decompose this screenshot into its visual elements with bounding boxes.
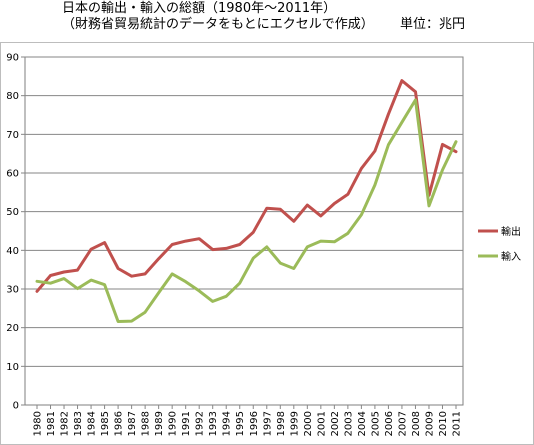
x-tick-label: 2003 (343, 411, 354, 436)
x-tick-label: 2004 (357, 411, 368, 436)
y-tick-label: 70 (6, 130, 19, 141)
x-tick-label: 1989 (154, 411, 165, 436)
x-tick-label: 2006 (384, 411, 395, 436)
series-line-export (35, 79, 458, 293)
chart-title-block: 日本の輸出・輸入の総額（1980年～2011年） （財務省貿易統計のデータをもと… (0, 0, 534, 40)
x-tick-label: 1985 (100, 411, 111, 436)
y-tick-label: 90 (6, 53, 19, 64)
x-tick-label: 1992 (195, 411, 206, 436)
x-tick-label: 2008 (411, 411, 422, 436)
y-tick-label: 40 (6, 246, 19, 257)
y-tick-label: 10 (6, 362, 19, 373)
x-tick-label: 1993 (208, 411, 219, 436)
x-tick-label: 2011 (452, 411, 463, 436)
x-tick-label: 2005 (370, 411, 381, 436)
x-tick-label: 1991 (181, 411, 192, 436)
x-tick-label: 1983 (73, 411, 84, 436)
y-tick-label: 50 (6, 207, 19, 218)
x-tick-label: 2002 (330, 411, 341, 436)
x-tick-label: 1994 (222, 411, 233, 436)
y-tick-label: 20 (6, 323, 19, 334)
legend-label-import: 輸入 (501, 250, 521, 263)
x-tick-label: 1987 (127, 411, 138, 436)
x-tick-label: 1995 (235, 411, 246, 436)
x-tick-label: 1988 (141, 411, 152, 436)
y-tick-label: 60 (6, 169, 19, 180)
x-tick-label: 1982 (60, 411, 71, 436)
x-tick-label: 1999 (289, 411, 300, 436)
chart-title: 日本の輸出・輸入の総額（1980年～2011年） (62, 1, 337, 16)
unit-label: 単位：兆円 (400, 17, 466, 32)
x-tick-label: 2001 (316, 411, 327, 436)
plot-frame (24, 56, 464, 406)
x-tick-label: 1986 (114, 411, 125, 436)
x-tick-label: 1981 (46, 411, 57, 436)
x-tick-label: 1998 (276, 411, 287, 436)
x-tick-label: 2010 (438, 411, 449, 436)
legend-label-export: 輸出 (501, 225, 521, 238)
y-tick-label: 80 (6, 91, 19, 102)
series-line-import (35, 98, 458, 323)
chart-subtitle: （財務省貿易統計のデータをもとにエクセルで作成） (62, 17, 374, 32)
x-tick-label: 2007 (397, 411, 408, 436)
x-tick-label: 1984 (87, 411, 98, 436)
x-tick-label: 1980 (33, 411, 44, 436)
y-tick-label: 0 (13, 401, 19, 412)
x-tick-label: 2009 (424, 411, 435, 436)
x-tick-label: 1996 (249, 411, 260, 436)
y-tick-label: 30 (6, 285, 19, 296)
x-tick-label: 1990 (168, 411, 179, 436)
x-tick-label: 1997 (262, 411, 273, 436)
x-tick-label: 2000 (303, 411, 314, 436)
